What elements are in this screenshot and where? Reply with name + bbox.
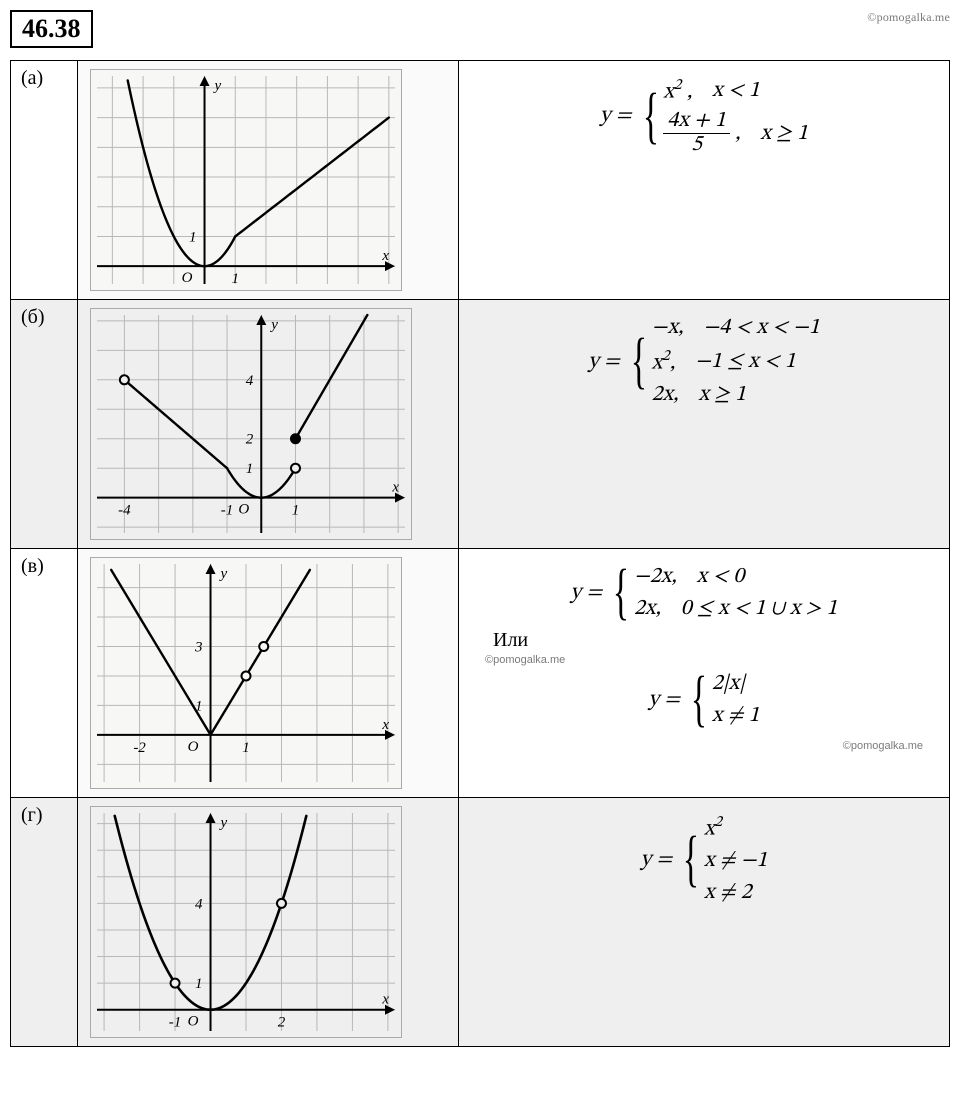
svg-text:x: x: [381, 717, 389, 733]
table-row: (г) -1 2 1 4 Ox y y ={x2x ≠ −1x ≠ 2: [11, 798, 950, 1047]
problem-number: 46.38: [10, 10, 93, 48]
svg-text:y: y: [219, 566, 228, 582]
watermark-top: ©pomogalka.me: [867, 10, 950, 25]
graph-cell: -2 1 1 3 Ox y: [78, 549, 459, 798]
svg-text:1: 1: [189, 229, 197, 245]
table-row: (а) 1 1 Ox y y ={x2 ,x < 14x + 15 ,x ≥ 1: [11, 61, 950, 300]
svg-text:1: 1: [246, 461, 254, 477]
svg-text:1: 1: [231, 271, 239, 287]
formula-cell: y ={x2 ,x < 14x + 15 ,x ≥ 1: [459, 61, 950, 300]
svg-text:2: 2: [278, 1015, 286, 1031]
row-label: (в): [11, 549, 78, 798]
svg-text:3: 3: [194, 639, 203, 655]
row-label: (б): [11, 300, 78, 549]
svg-text:y: y: [269, 317, 278, 333]
table-row: (б) -4 -1 1 1 2 4 Ox y y ={−x,−4 < x < −1x2,−1 ≤ …: [11, 300, 950, 549]
graph-cell: -1 2 1 4 Ox y: [78, 798, 459, 1047]
svg-text:O: O: [188, 1014, 199, 1030]
svg-text:1: 1: [292, 503, 300, 519]
svg-text:-1: -1: [169, 1015, 182, 1031]
watermark-inline: ©pomogalka.me: [485, 654, 923, 666]
formula-cell: y ={−2x,x < 02x,0 ≤ x < 1 ∪ x > 1Или©pom…: [459, 549, 950, 798]
svg-text:4: 4: [195, 896, 203, 912]
alt-label: Или: [493, 629, 923, 652]
svg-text:1: 1: [195, 698, 203, 714]
graph-cell: -4 -1 1 1 2 4 Ox y: [78, 300, 459, 549]
row-label: (а): [11, 61, 78, 300]
svg-text:O: O: [182, 270, 193, 286]
svg-text:4: 4: [246, 373, 254, 389]
svg-text:y: y: [213, 78, 222, 94]
row-label: (г): [11, 798, 78, 1047]
watermark-bottom: ©pomogalka.me: [485, 740, 923, 752]
svg-text:2: 2: [246, 432, 254, 448]
svg-text:-1: -1: [221, 503, 234, 519]
formula-cell: y ={−x,−4 < x < −1x2,−1 ≤ x < 12x,x ≥ 1: [459, 300, 950, 549]
solution-table: (а)11Oxyy ={x2 ,x < 14x + 15 ,x ≥ 1(б)-4…: [10, 60, 950, 1047]
svg-text:x: x: [381, 992, 389, 1008]
table-row: (в) -2 1 1 3 Ox y y ={−2x,x < 02x,0 ≤ x < 1 ∪ x…: [11, 549, 950, 798]
svg-text:O: O: [188, 739, 199, 755]
svg-text:1: 1: [195, 976, 203, 992]
svg-text:x: x: [381, 248, 389, 264]
graph-cell: 1 1 Ox y: [78, 61, 459, 300]
svg-text:1: 1: [242, 740, 250, 756]
svg-text:-2: -2: [133, 740, 146, 756]
svg-text:-4: -4: [118, 503, 131, 519]
svg-text:x: x: [391, 480, 399, 496]
svg-text:O: O: [238, 502, 249, 518]
formula-cell: y ={x2x ≠ −1x ≠ 2: [459, 798, 950, 1047]
svg-text:y: y: [219, 815, 228, 831]
